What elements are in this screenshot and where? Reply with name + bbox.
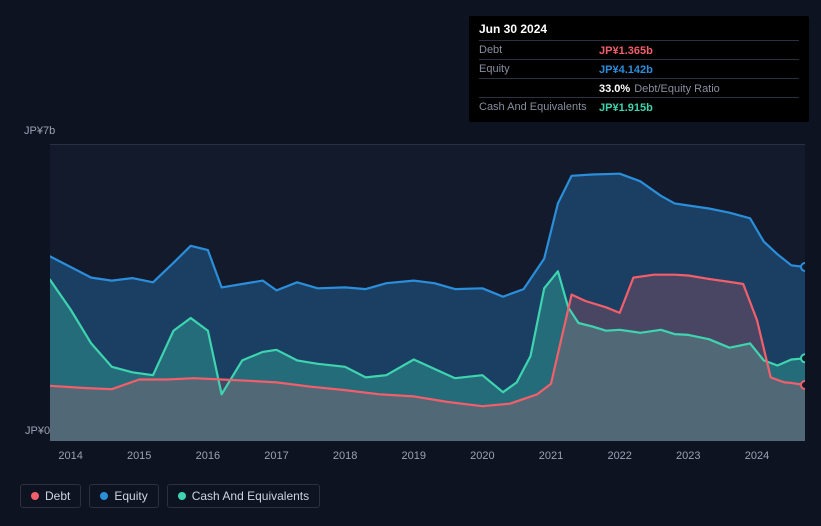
x-axis-tick: 2018 <box>333 450 357 462</box>
legend: Debt Equity Cash And Equivalents <box>20 484 320 508</box>
x-axis-tick: 2022 <box>607 450 631 462</box>
x-axis-tick: 2020 <box>470 450 494 462</box>
cash-color-dot <box>178 492 186 500</box>
legend-item-debt[interactable]: Debt <box>20 484 81 508</box>
tooltip-row: DebtJP¥1.365b <box>479 40 799 59</box>
tooltip-row-label: Cash And Equivalents <box>479 101 599 113</box>
x-axis-tick: 2014 <box>58 450 82 462</box>
tooltip-row: EquityJP¥4.142b <box>479 59 799 78</box>
legend-item-equity[interactable]: Equity <box>89 484 158 508</box>
tooltip-date: Jun 30 2024 <box>479 22 799 40</box>
debt-color-dot <box>31 492 39 500</box>
x-axis-tick: 2019 <box>402 450 426 462</box>
y-axis-bottom-label: JP¥0 <box>25 425 50 437</box>
chart-tooltip: Jun 30 2024 DebtJP¥1.365bEquityJP¥4.142b… <box>469 16 809 122</box>
tooltip-row: 33.0% Debt/Equity Ratio <box>479 78 799 97</box>
x-axis: 2014 2015 2016 2017 2018 2019 2020 2021 2022 2023… <box>50 450 805 470</box>
tooltip-row-value: JP¥1.365b <box>599 45 653 57</box>
legend-item-label: Equity <box>114 489 147 503</box>
tooltip-row-value: JP¥1.915b <box>599 102 653 114</box>
chart-plot-area <box>50 144 805 441</box>
legend-item-label: Cash And Equivalents <box>192 489 309 503</box>
legend-item-cash[interactable]: Cash And Equivalents <box>167 484 320 508</box>
legend-item-label: Debt <box>45 489 70 503</box>
x-axis-tick: 2016 <box>196 450 220 462</box>
x-axis-tick: 2023 <box>676 450 700 462</box>
y-axis-top-label: JP¥7b <box>24 125 55 137</box>
tooltip-row-label: Debt <box>479 44 599 56</box>
tooltip-row-value: 33.0% <box>599 83 630 95</box>
chart-svg <box>50 144 805 441</box>
tooltip-row: Cash And EquivalentsJP¥1.915b <box>479 97 799 116</box>
x-axis-tick: 2021 <box>539 450 563 462</box>
equity-color-dot <box>100 492 108 500</box>
tooltip-row-extra: Debt/Equity Ratio <box>634 83 720 95</box>
x-axis-tick: 2017 <box>264 450 288 462</box>
tooltip-row-value: JP¥4.142b <box>599 64 653 76</box>
x-axis-tick: 2015 <box>127 450 151 462</box>
tooltip-row-label: Equity <box>479 63 599 75</box>
x-axis-tick: 2024 <box>745 450 769 462</box>
